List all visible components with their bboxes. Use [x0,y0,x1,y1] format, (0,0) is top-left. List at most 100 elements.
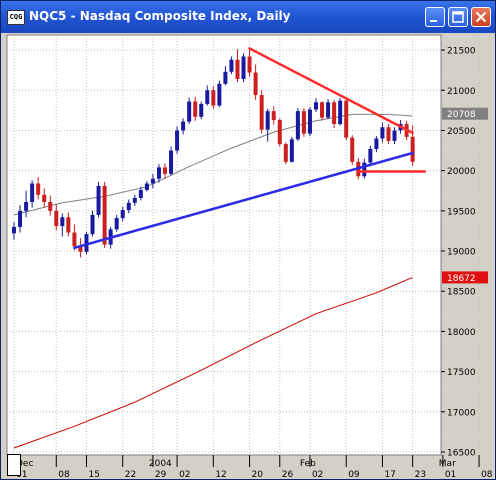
candle [368,145,373,166]
candle-body [235,59,240,79]
candle [205,85,210,106]
y-axis: 16500 17000 17500 18000 18500 19000 19500 20000… [441,47,476,459]
close-button[interactable] [471,7,491,27]
y-tick-label: 18500 [447,288,476,298]
x-tick-label: 01 [16,470,27,479]
candle-body [314,102,318,110]
trendline-resistance [248,47,414,135]
x-tick-label: 02 [179,470,190,479]
x-tick-label: 15 [88,470,99,479]
candle [48,195,53,216]
candle [247,48,252,77]
y-tick-label: 17500 [447,368,476,378]
candle-body [386,127,391,141]
candle-body [301,111,306,134]
candle-body [289,139,294,162]
candle-body [144,183,149,190]
candle-body [410,136,415,162]
x-axis: 01 08 15 22 29 02 12 20 26 02 09 17 23 01 08 Dec 2004 Feb… [13,455,493,479]
candle [84,231,89,255]
candle-body [156,167,161,179]
candle [314,98,318,112]
x-tick-label: 01 [445,470,456,479]
x-month-label: Mar [439,459,456,469]
candle [78,238,83,258]
candle [295,107,300,141]
status-indicator[interactable] [7,454,21,476]
candle-body [368,148,373,163]
price-tags: 20708 18672 [442,107,488,284]
candle [211,86,216,109]
moving-average-line [13,113,413,216]
y-tick-label: 16500 [447,449,476,459]
candle [24,190,29,218]
x-tick-label: 12 [215,470,226,479]
candle [289,136,294,163]
candle [175,126,180,154]
y-tick-label: 19500 [447,207,476,217]
candle-body [362,162,367,177]
candle [241,53,246,83]
candle [277,118,282,147]
moving-average-line [13,276,413,449]
candle [132,194,137,207]
price-tag-box [442,107,488,120]
title-bar[interactable]: CQG NQC5 - Nasdaq Composite Index, Daily [1,1,495,33]
candle [181,118,186,135]
candle-body [175,130,180,151]
candle-body [72,232,77,247]
candlestick-chart[interactable]: 16500 17000 17500 18000 18500 19000 19500 20000… [1,33,495,479]
candle-body [18,210,23,227]
candle [362,158,367,179]
maximize-icon [452,11,464,23]
candle-body [350,137,355,162]
candle [36,177,41,200]
candle-body [30,183,35,202]
minimize-icon [430,20,437,22]
price-tag-box [442,271,488,284]
x-tick-label: 17 [384,470,395,479]
candle [120,206,125,222]
candle-body [326,102,331,118]
candle [217,80,222,108]
candle-body [229,59,234,72]
candle [193,96,198,121]
price-tag-label: 20708 [447,110,476,120]
candle-body [84,234,89,252]
price-tag-label: 18672 [447,274,476,284]
x-tick-label: 20 [252,470,264,479]
x-month-label: Dec [16,459,33,469]
x-month-label: 2004 [149,459,172,469]
candle-body [374,138,379,149]
y-tick-label: 21000 [447,87,476,97]
x-month-label: Feb [300,459,316,469]
candle [374,136,379,153]
candle [320,101,325,121]
candle [386,124,391,145]
plot-area [6,34,442,456]
candle [138,186,143,201]
candle [90,210,95,237]
y-tick-label: 17000 [447,408,476,418]
minimize-button[interactable] [425,7,445,27]
maximize-button[interactable] [448,7,468,27]
candle [126,199,131,214]
candle [253,64,258,100]
candle-body [163,167,167,174]
candle-body [96,185,101,215]
candle-body [42,194,47,202]
candle-body [24,201,29,211]
candle-body [199,103,204,117]
candle [271,106,276,125]
candles [12,48,415,258]
y-tick-label: 18000 [447,328,476,338]
x-tick-label: 09 [348,470,360,479]
window-title: NQC5 - Nasdaq Composite Index, Daily [29,9,291,23]
candle [265,108,270,142]
candle-body [338,100,343,125]
candle [54,204,59,231]
y-tick-label: 21500 [447,47,476,57]
candle-body [132,197,137,203]
candle-body [193,101,198,117]
